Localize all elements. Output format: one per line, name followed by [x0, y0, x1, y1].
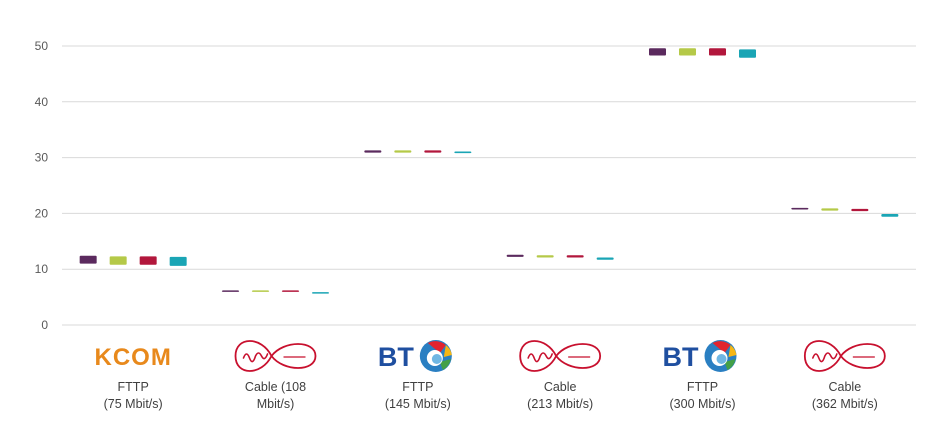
y-tick-label-40: 40: [35, 95, 49, 109]
virgin-script-mark: [242, 352, 269, 363]
kcom-logo-text: KCOM: [95, 344, 172, 371]
category-label-4-line-0: FTTP: [687, 380, 718, 394]
category-labels: FTTP (75 Mbit/s) Cable (108 Mbit/s) FTTP (145…: [104, 380, 878, 411]
bt-globe-green: [439, 359, 451, 370]
bar-cat4-series0: [649, 48, 666, 56]
bt-globe-red: [427, 341, 446, 353]
bars: [79, 48, 899, 294]
y-tick-label-50: 50: [35, 39, 49, 53]
bar-cat4-series3: [739, 49, 756, 58]
category-label-1-line-1: Mbit/s): [257, 397, 295, 411]
category-label-0-line-1: (75 Mbit/s): [104, 397, 163, 411]
bt-logo: BT: [663, 340, 737, 372]
bar-cat2-series2: [424, 150, 442, 153]
bar-cat5-series2: [851, 208, 869, 212]
category-label-3-line-1: (213 Mbit/s): [527, 397, 593, 411]
virgin-script-mark: [812, 352, 838, 363]
bar-cat3-series1: [536, 255, 554, 258]
bar-cat2-series1: [394, 150, 412, 153]
y-tick-label-0: 0: [41, 318, 48, 332]
y-tick-label-30: 30: [35, 151, 49, 165]
bar-cat3-series2: [566, 255, 584, 258]
virgin-script-mark: [527, 352, 553, 363]
bar-cat0-series2: [139, 256, 157, 265]
category-label-2-line-1: (145 Mbit/s): [385, 397, 451, 411]
bar-cat3-series0: [506, 254, 524, 257]
category-label-2-line-0: FTTP: [402, 380, 433, 394]
virgin-media-logo: [519, 340, 602, 372]
bt-globe-red: [712, 341, 731, 353]
bt-globe-green: [724, 359, 736, 370]
virgin-media-logo: [234, 340, 317, 372]
bar-cat5-series3: [881, 213, 899, 217]
bt-globe-yellow: [728, 345, 737, 357]
virgin-media-outline: [519, 340, 602, 372]
bar-cat0-series1: [109, 256, 127, 265]
bar-cat1-series3: [312, 292, 329, 294]
bar-cat4-series1: [679, 48, 696, 56]
bar-cat1-series0: [222, 290, 239, 292]
virgin-media-logo: [803, 340, 886, 372]
kcom-logo: KCOM: [95, 344, 172, 371]
bar-cat5-series0: [791, 207, 809, 210]
bar-cat5-series1: [821, 208, 839, 211]
category-label-4-line-1: (300 Mbit/s): [670, 397, 736, 411]
bar-cat0-series3: [169, 256, 187, 266]
category-label-5-line-1: (362 Mbit/s): [812, 397, 878, 411]
bar-cat2-series0: [364, 150, 382, 153]
bar-cat4-series2: [709, 48, 726, 56]
bt-globe-inner: [716, 354, 727, 364]
y-axis-ticks: 0 10 20 30 40 50: [35, 39, 49, 332]
gridlines: [62, 45, 916, 326]
category-logos: KCOM BT BT: [95, 340, 886, 372]
y-tick-label-10: 10: [35, 262, 49, 276]
bar-cat1-series2: [282, 290, 299, 292]
virgin-media-outline: [803, 340, 886, 372]
bar-cat2-series3: [454, 151, 472, 154]
bt-logo-text: BT: [663, 342, 699, 372]
bt-globe-yellow: [443, 345, 452, 357]
y-tick-label-20: 20: [35, 206, 49, 220]
virgin-media-outline: [234, 340, 317, 372]
bar-cat3-series3: [596, 257, 614, 260]
bar-cat0-series0: [79, 255, 97, 264]
category-label-5-line-0: Cable: [828, 380, 861, 394]
bt-globe-inner: [431, 354, 442, 364]
bt-logo-text: BT: [378, 342, 414, 372]
bt-logo: BT: [378, 340, 452, 372]
category-label-0-line-0: FTTP: [118, 380, 149, 394]
bar-cat1-series1: [252, 290, 269, 292]
category-label-3-line-0: Cable: [544, 380, 577, 394]
category-label-1-line-0: Cable (108: [245, 380, 306, 394]
